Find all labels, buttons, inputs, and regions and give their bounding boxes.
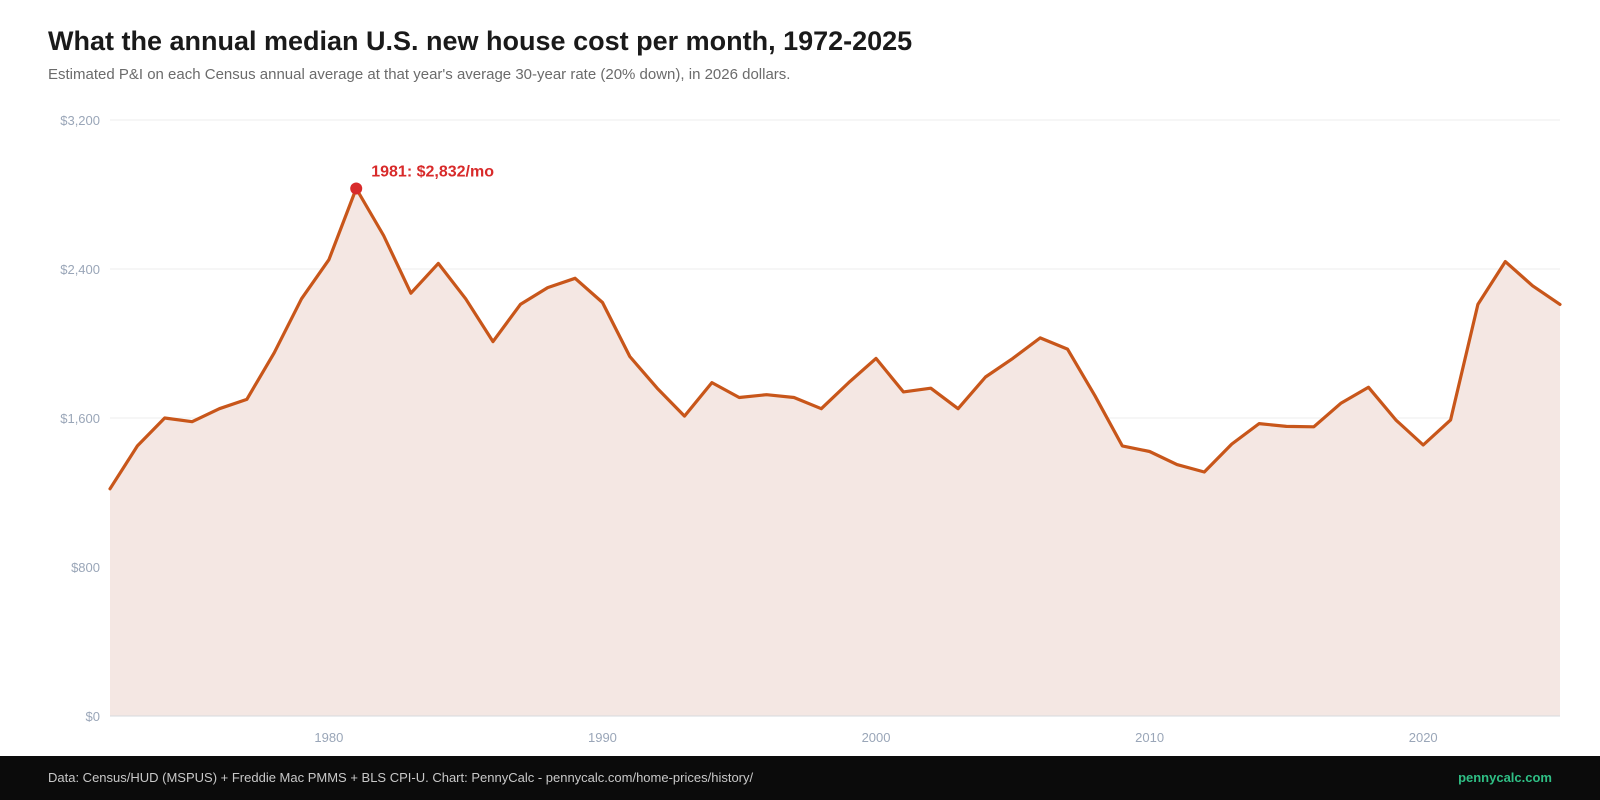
chart-title: What the annual median U.S. new house co… [48,26,913,56]
series-line [108,186,1562,491]
footer-source: Data: Census/HUD (MSPUS) + Freddie Mac P… [48,770,754,785]
x-tick-label: 2010 [1135,730,1164,745]
footer-brand: pennycalc.com [1458,770,1552,785]
house-cost-chart: $0 $800 $1,600 $2,400 $3,200 1980 1990 2000 201… [60,113,1562,745]
x-axis-ticks: 1980 1990 2000 2010 2020 [314,730,1437,745]
x-tick-label: 2000 [862,730,891,745]
peak-annotation: 1981: $2,832/mo [371,164,494,181]
peak-marker [350,182,363,195]
footer: Data: Census/HUD (MSPUS) + Freddie Mac P… [0,756,1600,800]
y-tick-label: $0 [86,709,100,724]
x-tick-label: 1990 [588,730,617,745]
chart-subtitle: Estimated P&I on each Census annual aver… [48,66,791,83]
series-area [110,188,1560,716]
y-tick-label: $3,200 [60,113,100,128]
y-tick-label: $2,400 [60,262,100,277]
y-axis-ticks: $0 $800 $1,600 $2,400 $3,200 [60,113,100,724]
y-tick-label: $1,600 [60,411,100,426]
x-tick-label: 1980 [314,730,343,745]
y-tick-label: $800 [71,560,100,575]
x-tick-label: 2020 [1409,730,1438,745]
